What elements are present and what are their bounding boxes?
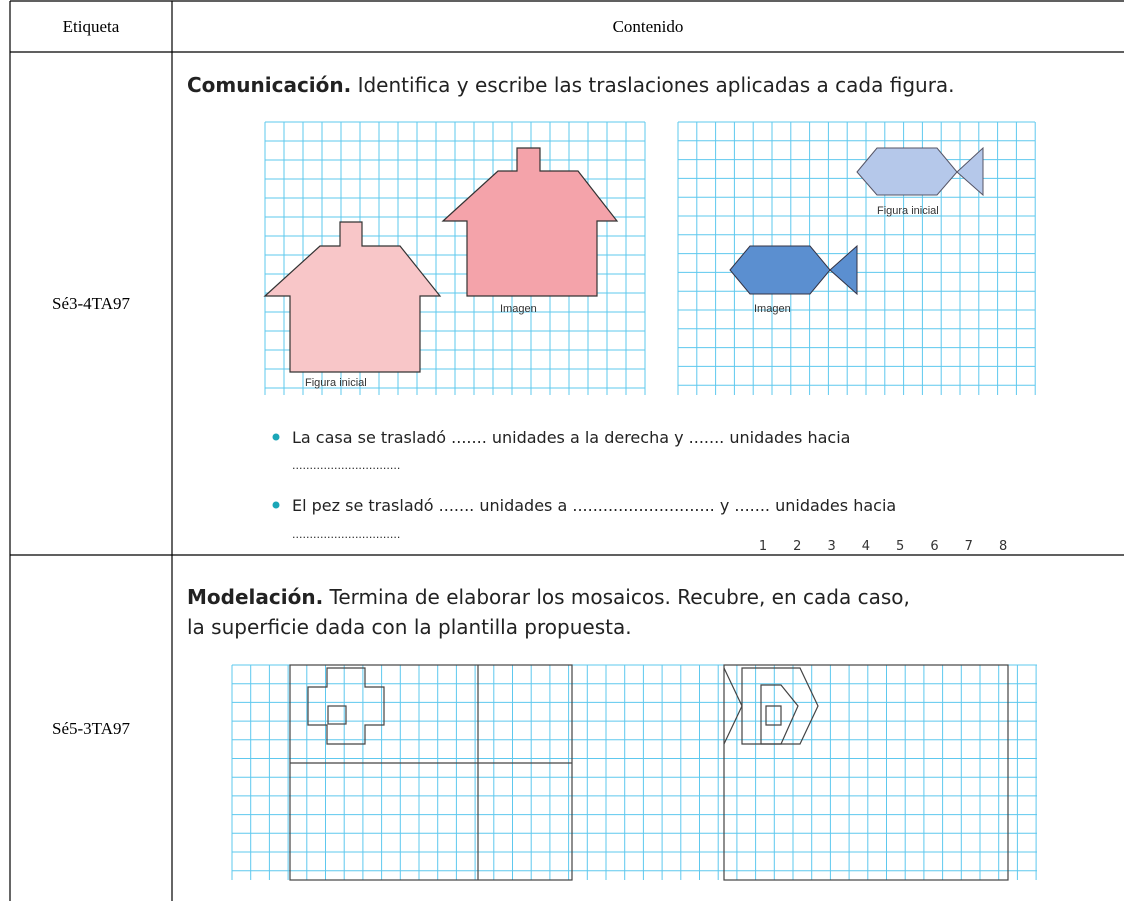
- figure-label: Imagen: [754, 303, 791, 315]
- row-label: Sé5-3TA97: [52, 719, 130, 738]
- number-label: 8: [999, 539, 1007, 554]
- heading: Comunicación. Identifica y escribe las t…: [187, 73, 955, 97]
- number-label: 5: [896, 539, 904, 554]
- fish-image: [729, 245, 831, 295]
- number-label: 7: [965, 539, 973, 554]
- number-label: 3: [827, 539, 835, 554]
- number-label: 4: [862, 539, 870, 554]
- bullet-dot: [272, 433, 280, 441]
- heading-bold: Modelación.: [187, 585, 323, 609]
- row-label: Sé3-4TA97: [52, 294, 130, 313]
- figure-label: Figura inicial: [877, 205, 939, 217]
- mosaic-right: [723, 664, 1009, 881]
- bullet-text: ...............................: [292, 528, 400, 541]
- house-image: [441, 147, 619, 297]
- number-label: 1: [759, 539, 767, 554]
- number-label: 2: [793, 539, 801, 554]
- heading-text: Identifica y escribe las traslaciones ap…: [351, 73, 954, 97]
- fish-initial: [856, 147, 958, 196]
- header-label: Etiqueta: [63, 17, 120, 36]
- heading-text: Termina de elaborar los mosaicos. Recubr…: [323, 585, 910, 609]
- fish-image-tail: [829, 244, 858, 296]
- number-strip: 1 2 3 4 5 6 7 8: [759, 539, 1007, 554]
- heading-bold: Comunicación.: [187, 73, 351, 97]
- bullet-dot: [272, 501, 280, 509]
- bullet-text: El pez se trasladó ....... unidades a ..…: [292, 496, 896, 515]
- figure-label: Figura inicial: [305, 377, 367, 389]
- number-label: 6: [930, 539, 938, 554]
- heading: la superficie dada con la plantilla prop…: [187, 615, 632, 639]
- bullet-text: ...............................: [292, 459, 400, 472]
- fish-initial-tail: [956, 146, 984, 197]
- header-content: Contenido: [613, 17, 684, 36]
- heading: Modelación. Termina de elaborar los mosa…: [187, 585, 910, 609]
- mosaic-left: [289, 664, 573, 881]
- bullet-text: La casa se trasladó ....... unidades a l…: [292, 428, 850, 447]
- figure-label: Imagen: [500, 303, 537, 315]
- table-borders: [9, 0, 1124, 901]
- house-initial: [263, 221, 442, 373]
